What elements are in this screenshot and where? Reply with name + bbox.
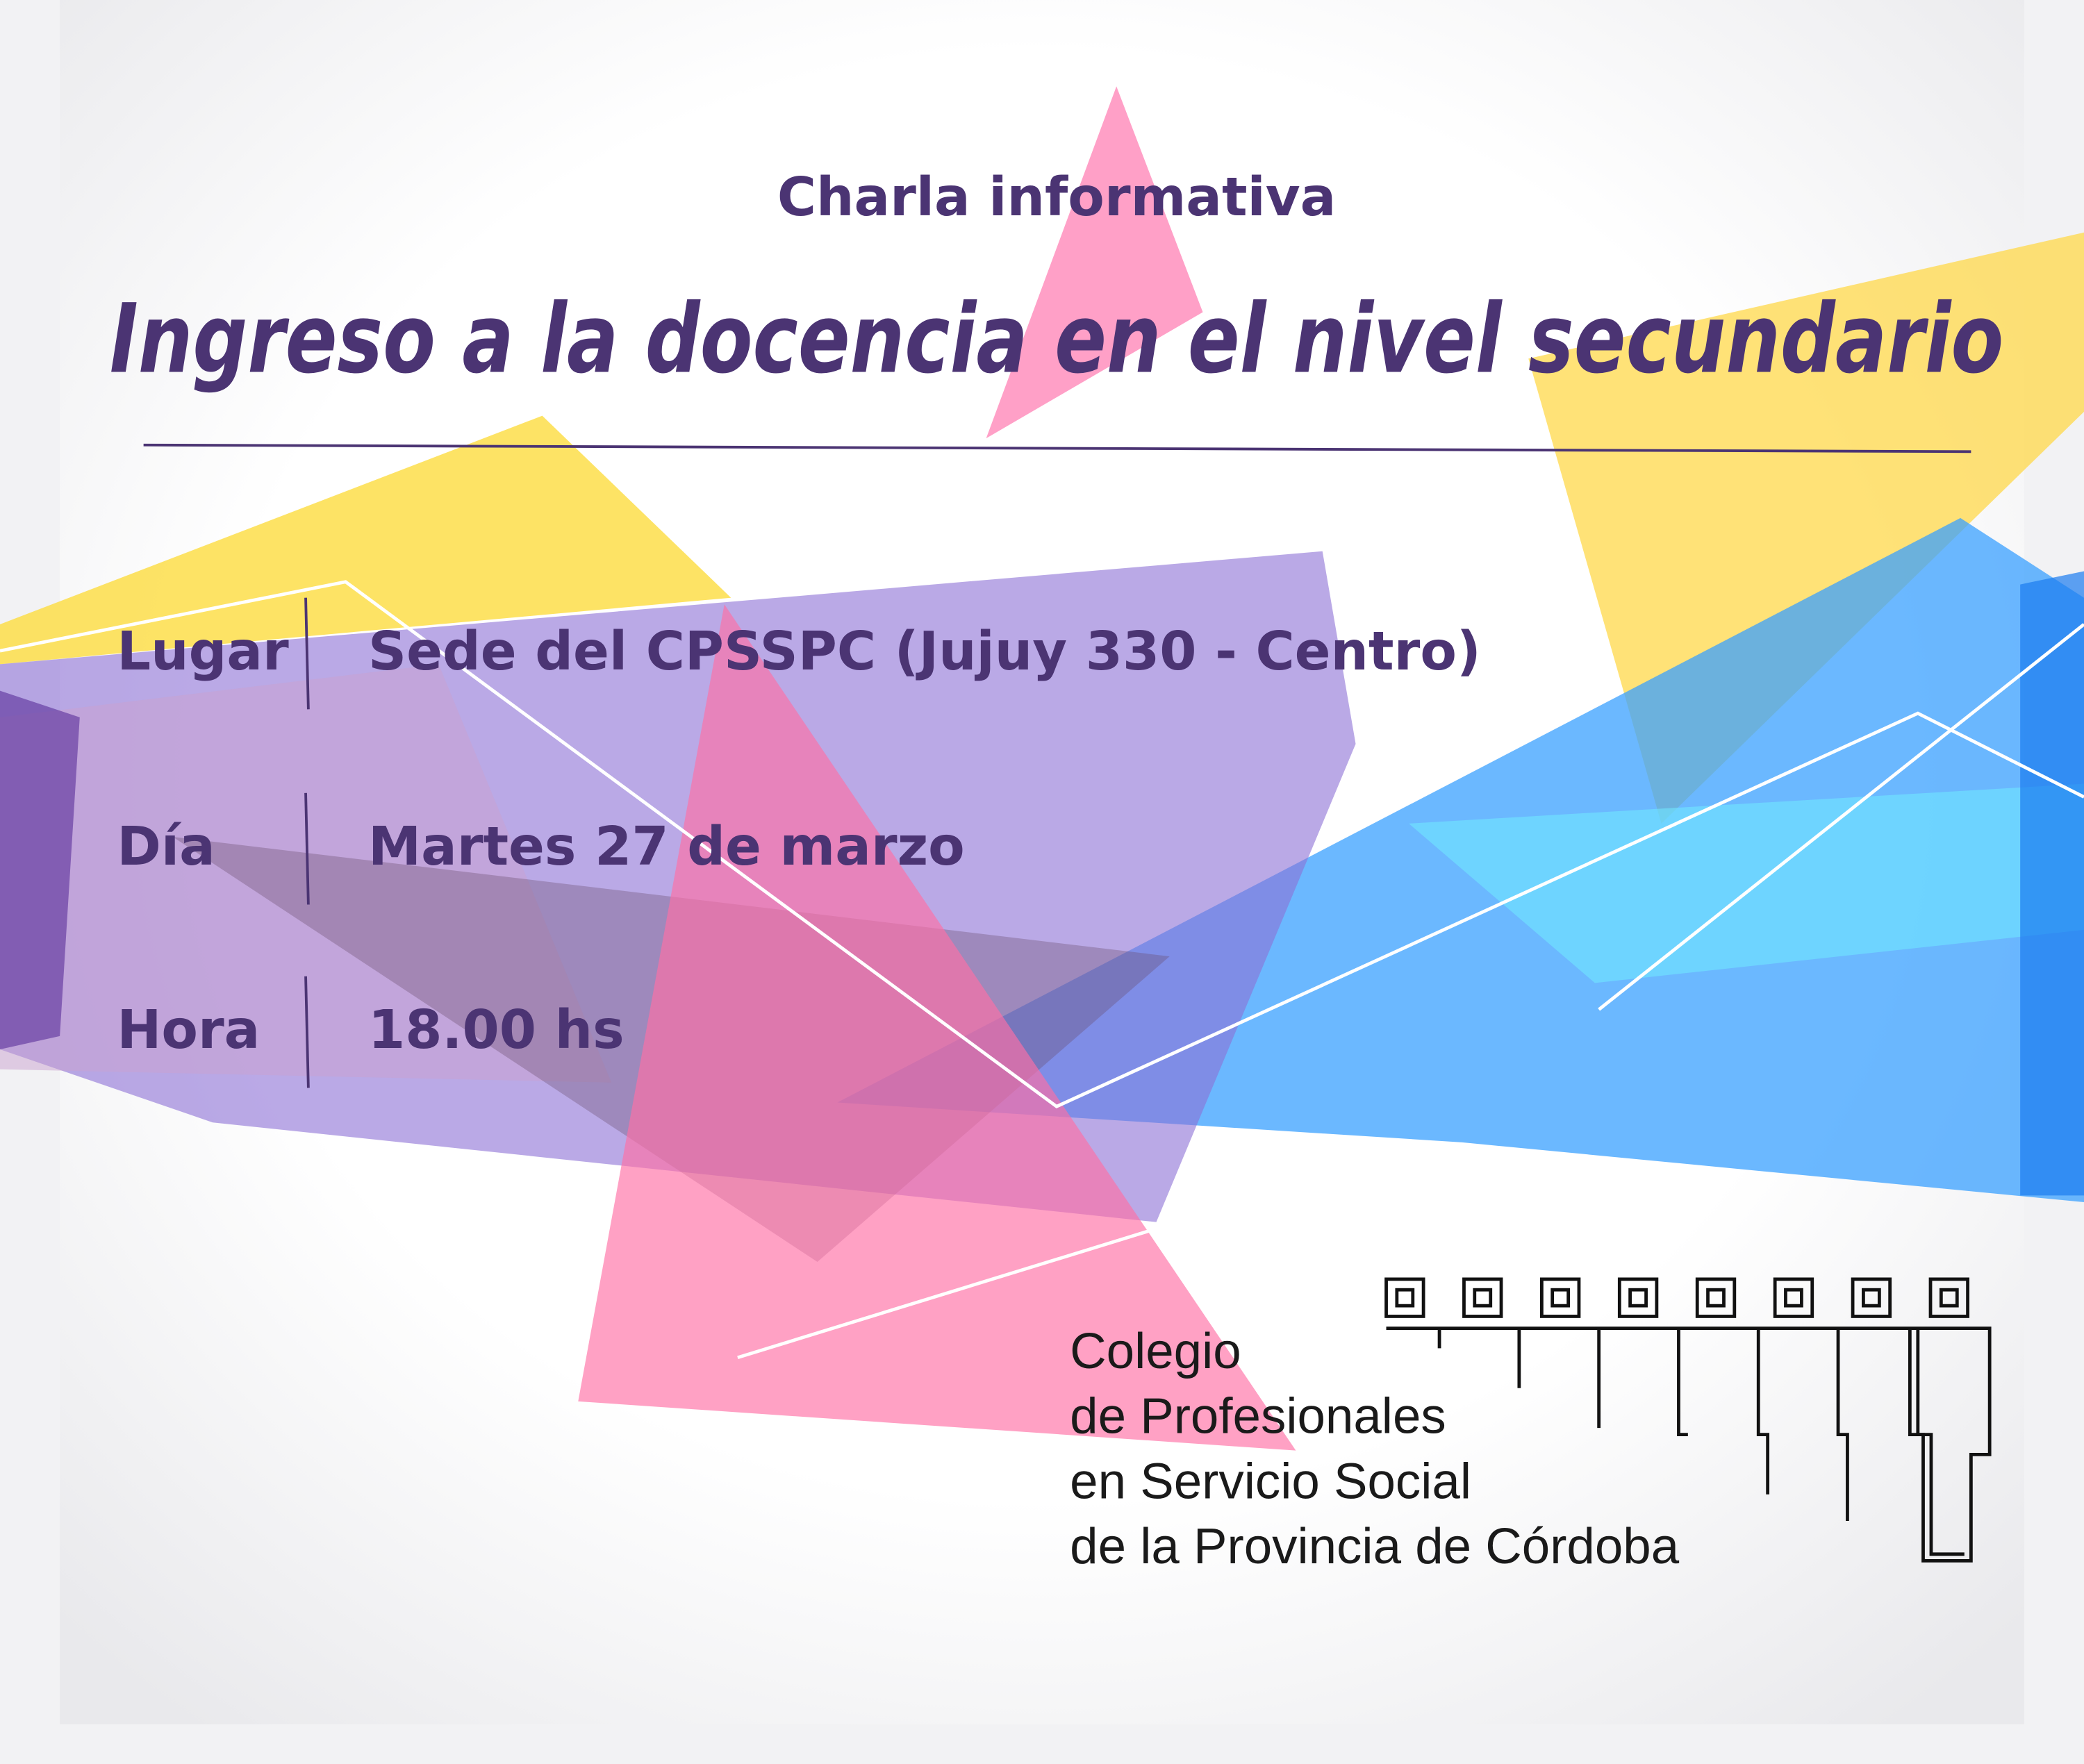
logo-square-inner [1784, 1288, 1803, 1308]
detail-value: 18.00 hs [368, 999, 625, 1061]
organization: Colegio de Profesionales en Servicio Socia… [1070, 1323, 1680, 1574]
organization-line: de Profesionales [1070, 1388, 1446, 1445]
detail-label: Hora [117, 999, 260, 1061]
logo-square [1928, 1277, 1969, 1318]
logo-square [1773, 1277, 1814, 1318]
logo-square-inner [1628, 1288, 1648, 1308]
organization-line: en Servicio Social [1070, 1453, 1471, 1509]
title: Ingreso a la docencia en el nivel secund… [110, 284, 2003, 395]
logo-square [1695, 1277, 1737, 1318]
detail-separator [304, 976, 310, 1088]
detail-value: Martes 27 de marzo [368, 816, 965, 878]
subtitle: Charla informativa [777, 167, 1336, 228]
logo-square-inner [1395, 1288, 1415, 1308]
logo [1384, 1277, 1992, 1563]
detail-separator [304, 597, 310, 710]
logo-square-inner [1939, 1288, 1959, 1308]
logo-square [1384, 1277, 1425, 1318]
detail-label: Día [117, 816, 215, 878]
logo-square [1539, 1277, 1581, 1318]
organization-line: Colegio [1070, 1323, 1241, 1379]
logo-square-inner [1473, 1288, 1493, 1308]
detail-separator [304, 792, 310, 905]
logo-square [1462, 1277, 1503, 1318]
organization-line: de la Provincia de Córdoba [1070, 1518, 1680, 1574]
logo-square-inner [1706, 1288, 1726, 1308]
logo-square [1617, 1277, 1659, 1318]
logo-square-inner [1862, 1288, 1881, 1308]
detail-label: Lugar [117, 621, 289, 683]
logo-square [1851, 1277, 1892, 1318]
decorative-shapes [0, 86, 2084, 1451]
logo-square-inner [1550, 1288, 1571, 1308]
detail-value: Sede del CPSSPC (Jujuy 330 - Centro) [368, 621, 1481, 683]
divider [143, 443, 1971, 454]
details: Lugar Sede del CPSSPC (Jujuy 330 - Centro… [117, 597, 1481, 1088]
